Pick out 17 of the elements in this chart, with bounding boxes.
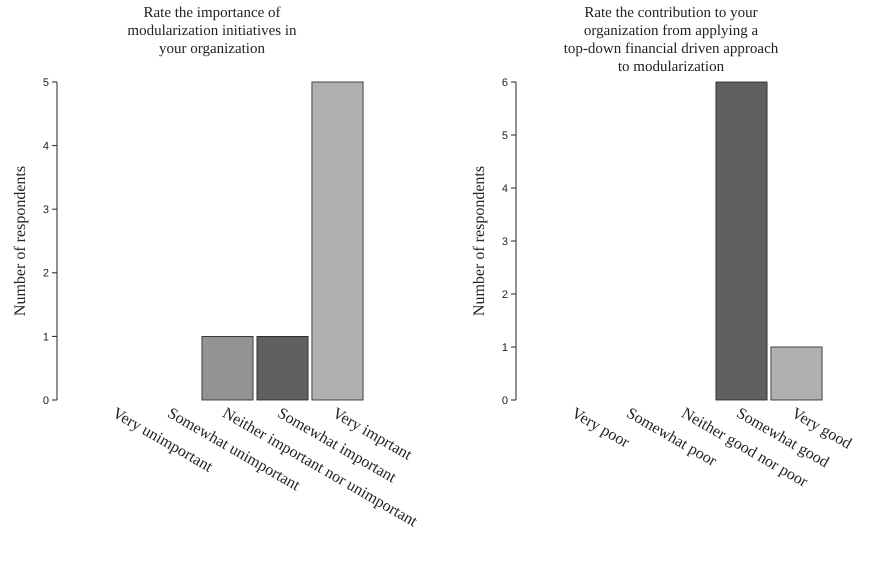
y-tick-label: 1 (42, 331, 49, 344)
chart-title: Rate the contribution to your organization from applying a top-down financial driven approach to modularization (564, 5, 779, 75)
y-tick-label: 3 (502, 236, 508, 248)
y-tick-label: 3 (42, 204, 49, 216)
y-tick-label: 0 (42, 394, 49, 407)
y-tick-label: 4 (42, 140, 49, 152)
y-tick-label: 6 (502, 76, 508, 89)
y-tick-label: 1 (502, 342, 508, 354)
y-tick-label: 0 (502, 394, 508, 407)
y-tick-label: 4 (502, 182, 508, 195)
y-tick-label: 5 (42, 76, 49, 89)
y-axis-title: Number of respondents (12, 166, 29, 316)
chart-title: Rate the importance of modularization initiatives in your organization (127, 5, 298, 57)
y-axis-title: Number of respondents (471, 166, 488, 316)
y-tick-label: 2 (502, 288, 508, 301)
y-tick-label: 2 (42, 268, 49, 280)
y-tick-label: 5 (502, 130, 508, 142)
